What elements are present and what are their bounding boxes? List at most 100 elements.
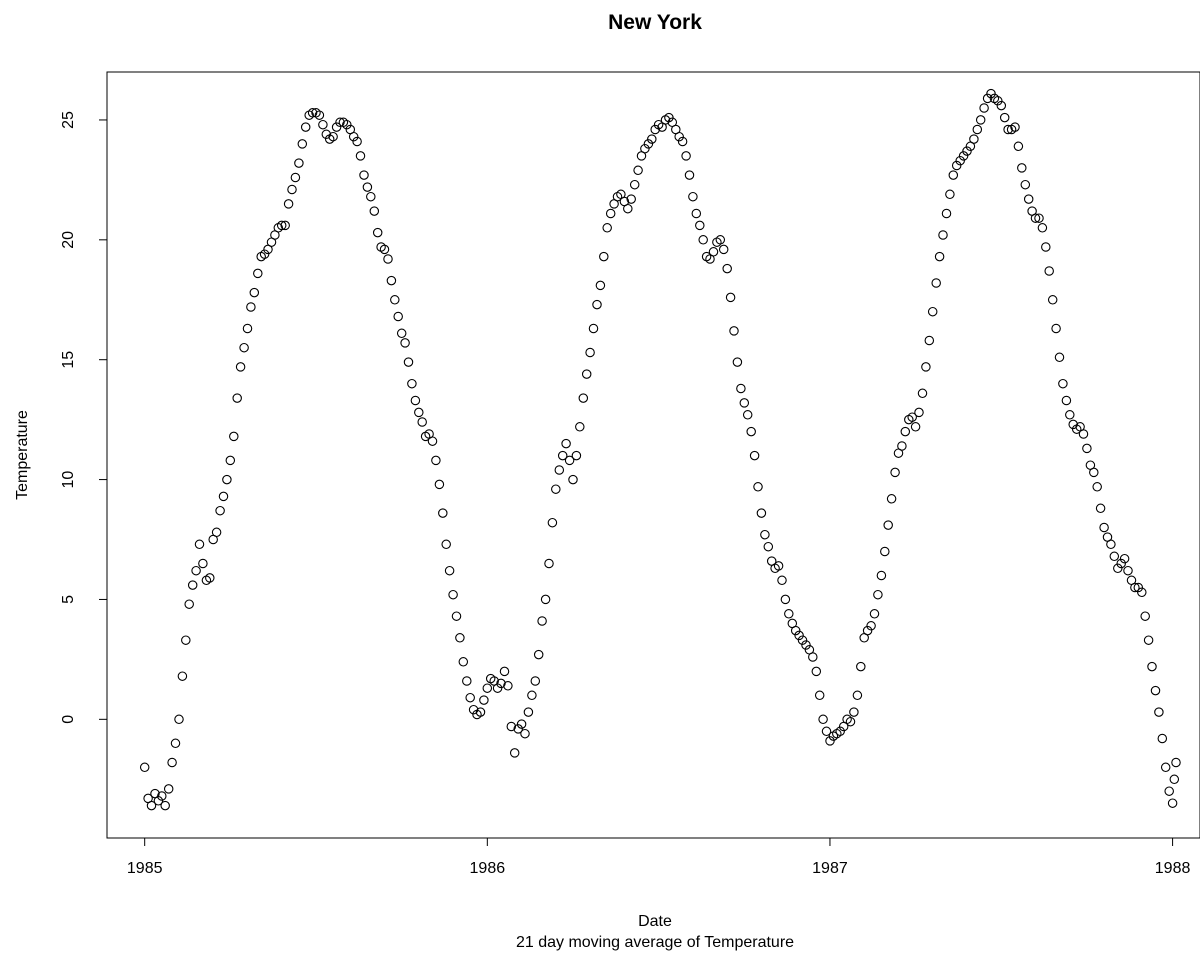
data-point	[187, 580, 198, 590]
data-point	[386, 275, 397, 286]
data-point	[520, 728, 530, 739]
data-point	[403, 357, 414, 367]
data-point	[1065, 410, 1075, 420]
chart-title: New York	[608, 11, 702, 34]
data-point	[300, 122, 311, 132]
data-point	[369, 206, 380, 216]
data-point	[568, 474, 578, 485]
data-point	[1154, 707, 1164, 717]
data-point	[715, 235, 726, 245]
data-point	[773, 561, 784, 571]
data-point	[790, 625, 801, 636]
data-point	[681, 151, 691, 161]
data-point	[400, 338, 410, 348]
data-point	[969, 134, 979, 144]
data-point	[927, 306, 938, 317]
data-point	[698, 235, 708, 245]
data-point	[718, 244, 729, 255]
data-point	[780, 594, 791, 605]
data-point	[475, 707, 486, 717]
data-point	[153, 796, 164, 806]
data-point	[1106, 539, 1116, 550]
data-point	[585, 347, 595, 358]
data-point	[756, 508, 767, 518]
data-point	[184, 599, 194, 609]
data-point	[1030, 213, 1041, 223]
data-point	[170, 738, 181, 749]
data-point	[948, 170, 959, 180]
data-point	[897, 441, 907, 451]
data-point	[527, 690, 537, 701]
data-point	[294, 158, 304, 168]
data-point	[1037, 223, 1048, 233]
data-point	[287, 184, 297, 195]
data-point	[414, 407, 424, 418]
data-point	[509, 748, 520, 758]
data-point	[835, 726, 845, 737]
data-point	[530, 676, 541, 686]
data-point	[814, 690, 825, 701]
data-point	[537, 616, 547, 626]
data-point	[564, 455, 575, 466]
data-point	[218, 491, 229, 502]
data-point	[650, 124, 660, 135]
data-point	[246, 302, 256, 312]
data-point	[602, 223, 612, 233]
data-point	[880, 546, 890, 557]
data-point	[945, 189, 955, 200]
x-axis-label: Date	[638, 913, 672, 930]
data-point	[249, 287, 260, 298]
data-point	[283, 199, 294, 209]
data-point	[540, 594, 551, 605]
data-point	[1041, 242, 1051, 252]
data-point	[691, 208, 702, 219]
data-point	[677, 136, 688, 147]
y-tick-label: 0	[60, 715, 77, 724]
data-point	[335, 117, 345, 128]
data-point	[722, 263, 732, 274]
data-point	[516, 719, 527, 729]
data-point	[811, 666, 822, 677]
data-point	[372, 227, 383, 238]
data-points	[139, 88, 1181, 811]
data-point	[688, 191, 698, 202]
data-point	[438, 508, 448, 518]
data-point	[1068, 419, 1078, 430]
data-point	[1092, 482, 1102, 492]
data-point	[506, 721, 517, 732]
data-point	[451, 611, 462, 621]
data-point	[441, 539, 451, 550]
x-tick-label: 1986	[470, 860, 506, 877]
data-point	[362, 182, 373, 192]
data-point	[290, 172, 301, 183]
data-point	[979, 103, 989, 113]
data-point	[999, 112, 1010, 123]
data-point	[167, 757, 177, 768]
data-point	[910, 422, 921, 432]
data-point	[818, 714, 828, 725]
data-point	[1034, 213, 1044, 223]
data-point	[736, 383, 746, 394]
data-point	[821, 726, 832, 737]
x-tick-label: 1987	[812, 860, 848, 877]
data-point	[551, 484, 561, 494]
data-point	[883, 520, 893, 530]
data-point	[749, 450, 760, 461]
data-point	[725, 292, 736, 303]
data-point	[1130, 582, 1140, 593]
data-point	[917, 388, 928, 399]
data-point	[623, 203, 633, 214]
data-point	[760, 529, 770, 540]
data-point	[1020, 179, 1031, 190]
data-point	[575, 422, 585, 432]
data-point	[352, 136, 362, 147]
y-tick-label: 5	[60, 595, 77, 604]
y-tick-label: 25	[60, 111, 77, 129]
data-point	[962, 146, 972, 156]
data-point	[139, 762, 150, 773]
data-point	[468, 704, 479, 715]
data-point	[571, 450, 582, 461]
data-point	[297, 139, 308, 149]
data-point	[1023, 194, 1034, 204]
data-point	[523, 707, 534, 717]
